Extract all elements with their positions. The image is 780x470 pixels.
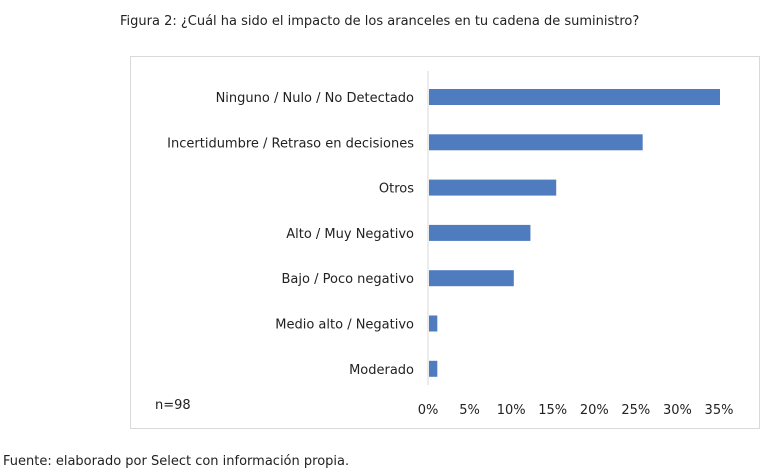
- x-tick-label: 20%: [580, 403, 609, 418]
- category-label: Otros: [379, 182, 414, 197]
- bar: [429, 179, 557, 196]
- bar: [429, 270, 514, 287]
- category-label: Medio alto / Negativo: [275, 318, 414, 333]
- x-tick-label: 0%: [418, 403, 439, 418]
- chart-frame: Ninguno / Nulo / No Detectado Incertidumb…: [130, 56, 760, 429]
- category-label: Moderado: [349, 363, 414, 378]
- x-tick-label: 25%: [621, 403, 650, 418]
- source-footnote: Fuente: elaborado por Select con informa…: [3, 454, 350, 469]
- category-label: Bajo / Poco negativo: [282, 272, 415, 287]
- category-label: Incertidumbre / Retraso en decisiones: [167, 136, 414, 151]
- bar: [429, 134, 643, 151]
- sample-size-annotation: n=98: [155, 398, 191, 413]
- x-tick-label: 10%: [497, 403, 526, 418]
- x-tick-label: 30%: [663, 403, 692, 418]
- category-label: Ninguno / Nulo / No Detectado: [216, 91, 414, 106]
- x-tick-label: 15%: [538, 403, 567, 418]
- x-tick-label: 35%: [705, 403, 734, 418]
- x-axis-tick-labels: 0% 5% 10% 15% 20% 25% 30% 35%: [418, 403, 734, 418]
- category-labels: Ninguno / Nulo / No Detectado Incertidumb…: [167, 91, 414, 378]
- bar-chart: Ninguno / Nulo / No Detectado Incertidumb…: [155, 71, 734, 418]
- figure-title: Figura 2: ¿Cuál ha sido el impacto de lo…: [120, 14, 640, 29]
- bar: [429, 360, 438, 377]
- bar: [429, 89, 720, 105]
- x-tick-label: 5%: [459, 403, 480, 418]
- bars-layer: [429, 89, 720, 377]
- bar: [429, 315, 438, 332]
- category-label: Alto / Muy Negativo: [286, 227, 414, 242]
- bar: [429, 224, 531, 241]
